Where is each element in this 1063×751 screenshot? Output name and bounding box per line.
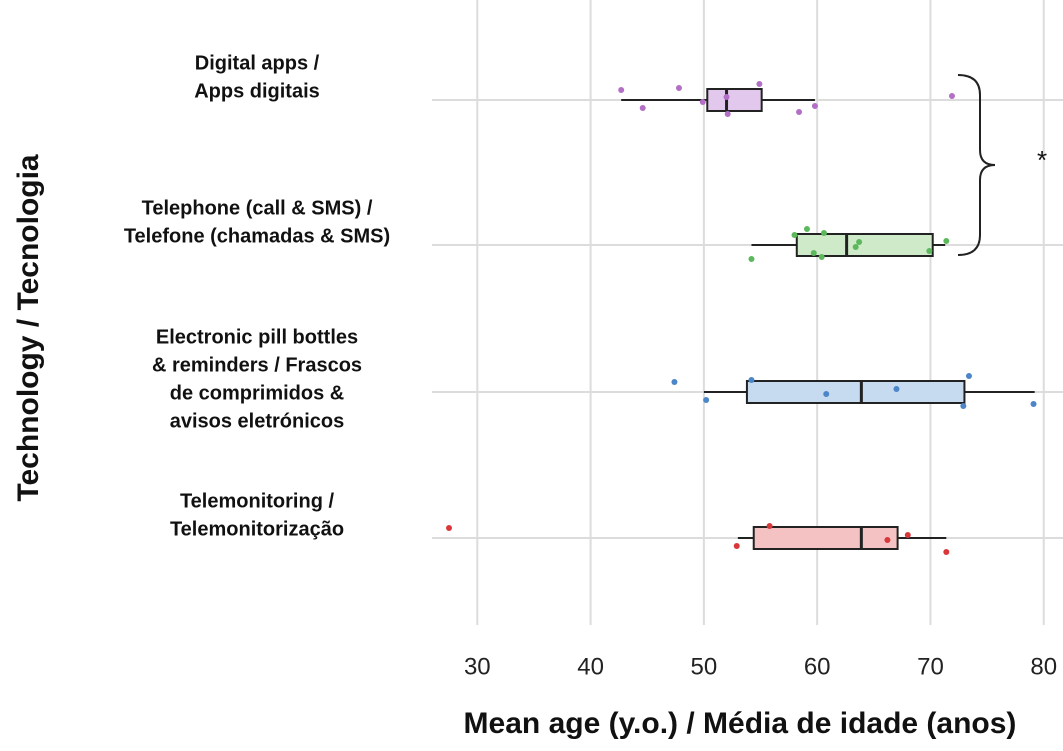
- point: [618, 87, 625, 93]
- point: [766, 523, 773, 529]
- point: [791, 232, 798, 238]
- point: [748, 256, 755, 262]
- point: [445, 525, 452, 531]
- box: [706, 88, 763, 112]
- y-tick-label: Telemonitorização: [170, 518, 344, 540]
- x-tick-label: 50: [691, 653, 718, 680]
- y-tick-label: Electronic pill bottles: [156, 326, 358, 348]
- annotation: *: [1037, 145, 1047, 175]
- point: [818, 254, 825, 260]
- box: [795, 233, 934, 257]
- y-tick-label: & reminders / Frascos: [152, 354, 362, 376]
- x-tick-label: 40: [577, 653, 604, 680]
- point: [756, 81, 763, 87]
- box: [745, 380, 966, 404]
- y-tick-label: Telefone (chamadas & SMS): [124, 225, 390, 247]
- point: [675, 85, 682, 91]
- point: [823, 391, 830, 397]
- point: [965, 373, 972, 379]
- point: [884, 537, 891, 543]
- y-tick-label: Apps digitais: [194, 80, 320, 102]
- point: [748, 377, 755, 383]
- point: [796, 109, 803, 115]
- bracket: [957, 74, 996, 256]
- point: [943, 549, 950, 555]
- y-tick-label: Telemonitoring /: [180, 490, 335, 512]
- y-axis-label: Technology / Tecnologia: [12, 154, 45, 502]
- point: [810, 250, 817, 256]
- point: [852, 244, 859, 250]
- x-tick-label: 70: [917, 653, 944, 680]
- point: [639, 105, 646, 111]
- point: [699, 99, 706, 105]
- point: [926, 248, 933, 254]
- point: [723, 94, 730, 100]
- point: [893, 386, 900, 392]
- point: [811, 103, 818, 109]
- point: [943, 238, 950, 244]
- point: [671, 379, 678, 385]
- point: [856, 239, 863, 245]
- point: [904, 532, 911, 538]
- box: [752, 526, 899, 550]
- point: [724, 111, 731, 117]
- y-tick-label: Digital apps /: [195, 52, 320, 74]
- y-tick-label: avisos eletrónicos: [170, 410, 345, 432]
- point: [733, 543, 740, 549]
- point: [948, 93, 955, 99]
- point: [703, 397, 710, 403]
- x-axis-label: Mean age (y.o.) / Média de idade (anos): [464, 707, 1017, 740]
- y-tick-label: Telephone (call & SMS) /: [142, 197, 373, 219]
- x-tick-label: 80: [1030, 653, 1057, 680]
- x-tick-label: 30: [464, 653, 491, 680]
- point: [820, 230, 827, 236]
- point: [803, 226, 810, 232]
- y-tick-label: de comprimidos &: [170, 382, 344, 404]
- point: [960, 403, 967, 409]
- point: [1030, 401, 1037, 407]
- x-tick-label: 60: [804, 653, 831, 680]
